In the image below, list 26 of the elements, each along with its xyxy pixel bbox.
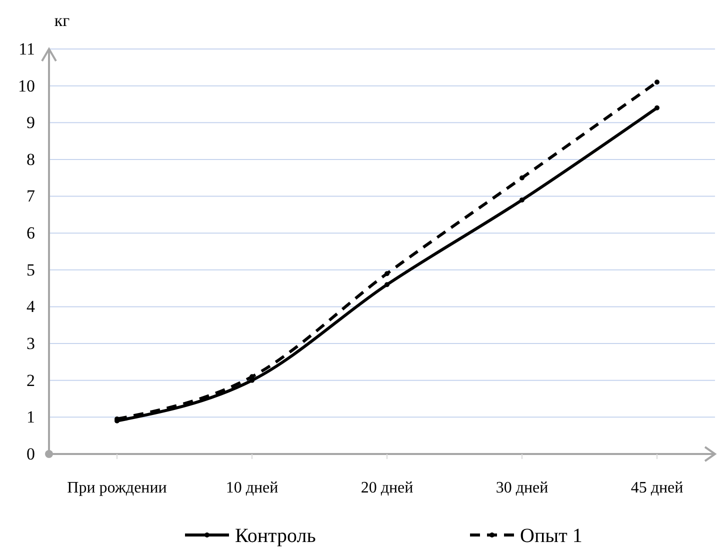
point [520,175,524,180]
y-tick-label: 0 [26,444,35,464]
point [384,271,390,276]
y-tick-label: 7 [26,186,36,206]
x-tick-label: 30 дней [496,479,549,496]
x-tick-label: 20 дней [360,479,414,496]
point [654,105,660,110]
y-tick-label: 1 [26,408,35,427]
y-tick-label: 4 [26,297,36,316]
legend-label: Опыт 1 [520,525,582,547]
point [520,197,524,202]
y-tick-label: 6 [26,224,35,243]
y-tick-label: 8 [26,150,35,169]
y-tick-label: 2 [26,370,35,390]
y-tick-label: 10 [18,76,35,96]
legend-label: Контроль [235,525,316,547]
y-tick-label: 11 [18,39,35,58]
point [384,282,390,288]
y-tick-label: 9 [26,113,35,132]
x-tick-label: При рождении [67,479,168,496]
y-tick-label: 3 [26,334,35,353]
x-tick-label: 10 дней [226,479,279,496]
x-tick-label: 45 дней [630,479,684,496]
y-tick-label: 5 [26,260,35,280]
point [654,80,660,85]
y-axis-title: кг [54,11,70,30]
